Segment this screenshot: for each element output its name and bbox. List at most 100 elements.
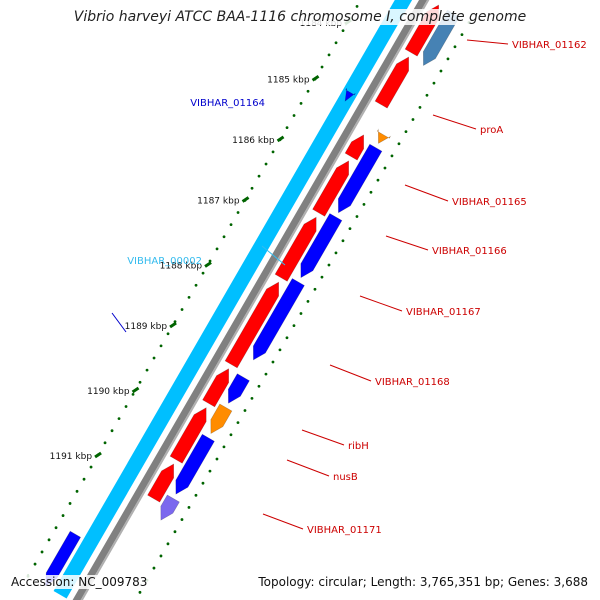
outer-coordinate-dot <box>299 312 303 315</box>
leader-line <box>111 312 127 333</box>
outer-coordinate-dot <box>341 239 345 243</box>
accession-text: Accession: NC_009783 <box>9 575 150 589</box>
outer-coordinate-dot <box>236 421 240 424</box>
outer-coordinate-dot <box>173 530 177 534</box>
coordinate-dot <box>75 489 79 493</box>
map-title: Vibrio harveyi ATCC BAA-1116 chromosome … <box>0 9 600 25</box>
gene-vibhar-01166 <box>312 160 350 217</box>
coordinate-dot <box>61 514 65 517</box>
gene-unlabeled-rev-lower <box>160 494 180 521</box>
coordinate-dot <box>285 126 289 130</box>
gene-ribh-rev <box>227 373 250 404</box>
coordinate-dot <box>222 235 226 239</box>
feature-label: VIBHAR_01164 <box>190 98 265 109</box>
tick-mark <box>131 386 140 394</box>
coordinate-dot <box>110 429 114 433</box>
tick-label: 1187 kbp <box>197 196 240 206</box>
outer-coordinate-dot <box>404 130 408 134</box>
gene-vibhar-01168 <box>224 281 280 369</box>
outer-coordinate-dot <box>348 227 352 231</box>
coordinate-dot <box>68 502 72 505</box>
coordinate-dot <box>355 4 359 8</box>
gene-vibhar-01168-rev <box>252 278 305 361</box>
outer-coordinate-dot <box>166 542 170 546</box>
tick-mark <box>241 196 250 203</box>
leader-line <box>359 295 403 312</box>
leader-line <box>286 459 330 477</box>
leader-line <box>432 114 477 130</box>
coordinate-dot <box>173 320 177 323</box>
outer-coordinate-dot <box>432 81 436 85</box>
outer-coordinate-dot <box>439 69 443 73</box>
outer-coordinate-dot <box>285 336 289 340</box>
outer-coordinate-dot <box>159 554 163 558</box>
gene-vibhar-01166-rev <box>337 143 383 214</box>
feature-label: VIBHAR_01166 <box>432 246 507 257</box>
gene-vibhar-01167-rev <box>300 213 343 279</box>
outer-coordinate-dot <box>222 445 226 449</box>
outer-coordinate-dot <box>208 469 212 473</box>
outer-coordinate-dot <box>257 384 261 388</box>
gene-vibhar-01171 <box>169 407 207 464</box>
coordinate-dot <box>201 271 205 275</box>
tick-mark <box>276 135 285 143</box>
coordinate-dot <box>292 114 296 117</box>
gene-unlabeled-lower <box>147 463 174 503</box>
coordinate-dot <box>103 441 107 445</box>
coordinate-dot <box>47 538 51 542</box>
outer-coordinate-dot <box>446 57 450 61</box>
tick-mark <box>204 261 212 268</box>
coordinate-dot <box>341 29 345 33</box>
coordinate-dot <box>334 41 338 45</box>
leader-line <box>329 364 372 382</box>
coordinate-dot <box>229 223 233 227</box>
leader-line <box>262 513 304 530</box>
outer-coordinate-dot <box>271 360 275 364</box>
coordinate-dot <box>131 392 135 396</box>
outer-coordinate-dot <box>187 506 191 509</box>
coordinate-dot <box>145 368 149 372</box>
gene-ribh <box>202 368 229 408</box>
gene-vibhar-01165 <box>344 134 365 161</box>
feature-label: VIBHAR_01162 <box>512 40 587 51</box>
tick-label: 1191 kbp <box>50 452 93 462</box>
coordinate-dot <box>40 550 44 554</box>
coordinate-dot <box>327 53 331 57</box>
topology-summary: Topology: circular; Length: 3,765,351 bp… <box>256 575 590 589</box>
tick-label: 1190 kbp <box>87 387 130 397</box>
outer-coordinate-dot <box>292 324 296 327</box>
coordinate-dot <box>250 186 254 190</box>
outer-coordinate-dot <box>215 457 219 461</box>
tick-mark <box>94 451 102 459</box>
topology-summary-text: Topology: circular; Length: 3,765,351 bp… <box>256 575 590 589</box>
feature-label: VIBHAR_01167 <box>406 307 481 318</box>
outer-coordinate-dot <box>411 118 415 121</box>
leader-line <box>261 245 286 266</box>
coordinate-dot <box>257 174 261 178</box>
feature-label: VIBHAR_00002 <box>127 256 202 267</box>
outer-coordinate-dot <box>264 372 268 376</box>
leader-line <box>385 235 429 251</box>
coordinate-dot <box>194 283 198 287</box>
feature-label: proA <box>480 125 503 136</box>
gene-proa <box>374 56 410 109</box>
coordinate-dot <box>54 526 58 530</box>
outer-coordinate-dot <box>453 45 457 49</box>
coordinate-dot <box>82 477 86 481</box>
outer-coordinate-dot <box>362 202 366 206</box>
coordinate-dot <box>33 562 37 566</box>
outer-coordinate-dot <box>418 105 422 109</box>
outer-coordinate-dot <box>390 154 394 158</box>
outer-coordinate-dot <box>152 566 156 570</box>
coordinate-dot <box>180 308 184 311</box>
coordinate-dot <box>187 295 191 299</box>
leader-line <box>404 184 449 202</box>
rna-vibhar-01165 <box>376 128 392 144</box>
coordinate-dot <box>208 259 212 263</box>
outer-coordinate-dot <box>460 33 464 37</box>
tick-label: 1189 kbp <box>125 322 168 332</box>
rna-nusb <box>210 403 233 435</box>
outer-coordinate-dot <box>201 481 205 485</box>
